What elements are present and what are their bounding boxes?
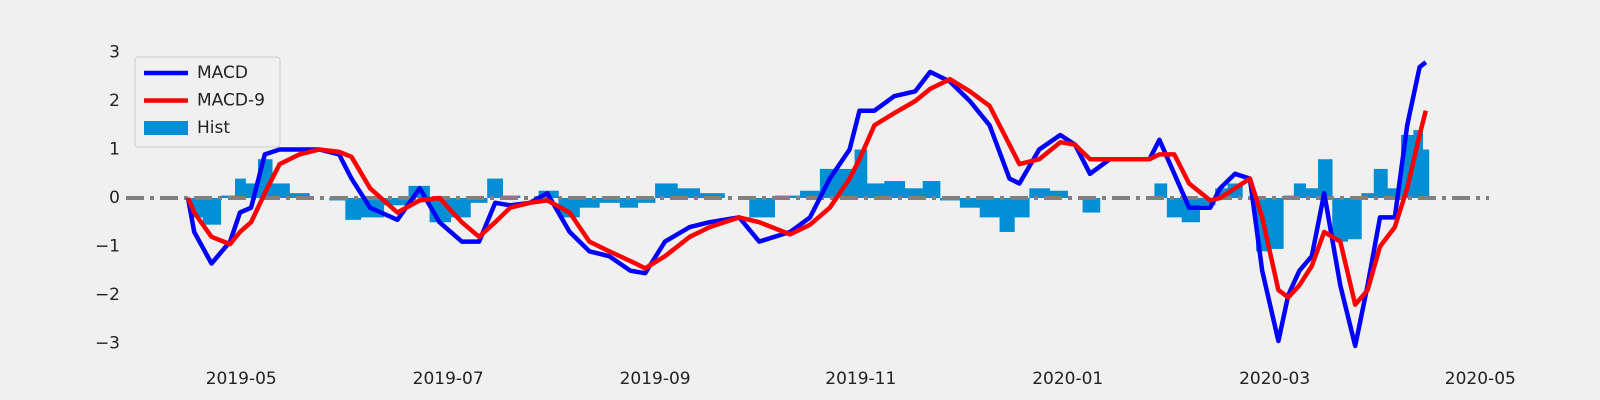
legend: MACD MACD-9 Hist	[134, 56, 281, 148]
y-tick-label: 1	[109, 140, 120, 160]
hist-bar	[487, 178, 503, 198]
legend-swatch	[144, 121, 188, 135]
hist-bar	[289, 193, 310, 198]
legend-label: MACD-9	[197, 91, 265, 111]
x-tick-label: 2019-09	[620, 369, 691, 389]
hist-bar	[1166, 198, 1183, 218]
hist-bar	[1361, 193, 1375, 198]
hist-bar	[345, 198, 362, 220]
hist-bar	[800, 190, 821, 198]
hist-bar	[558, 198, 580, 218]
hist-bar	[619, 198, 639, 208]
hist-bar	[1270, 198, 1284, 249]
y-tick-label: 2	[109, 91, 120, 111]
series-line	[185, 76, 1428, 307]
legend-label: MACD	[197, 63, 248, 83]
y-tick-label: −2	[95, 285, 120, 305]
hist-bar	[637, 198, 656, 203]
hist-bar	[999, 198, 1015, 232]
series-line	[185, 60, 1428, 349]
hist-bar	[979, 198, 1000, 218]
hist-bar	[235, 178, 246, 198]
x-tick-label: 2019-07	[413, 369, 484, 389]
hist-bar	[1413, 130, 1424, 198]
hist-bar	[1029, 188, 1051, 198]
hist-bar	[1154, 183, 1168, 198]
y-tick-label: 0	[109, 188, 120, 208]
x-tick-label: 2020-01	[1032, 369, 1103, 389]
hist-bar	[1387, 188, 1402, 198]
hist-bar	[904, 188, 924, 198]
hist-bar	[655, 183, 678, 198]
hist-bar	[383, 198, 409, 206]
y-tick-label: −1	[95, 236, 120, 256]
hist-bar	[677, 188, 700, 198]
hist-bar	[272, 183, 290, 198]
hist-bar	[1332, 198, 1349, 242]
hist-bar	[470, 198, 488, 203]
hist-bar	[579, 198, 600, 208]
hist-bar	[922, 181, 941, 198]
legend-label: Hist	[197, 118, 230, 138]
hist-bar	[884, 181, 906, 198]
hist-bar	[1373, 168, 1388, 198]
hist-bar	[1305, 188, 1319, 198]
x-tick-label: 2020-05	[1445, 369, 1516, 389]
hist-bar	[1014, 198, 1030, 218]
hist-bar	[1199, 198, 1216, 206]
y-tick-label: 3	[109, 43, 120, 63]
hist-bar	[1293, 183, 1306, 198]
hist-bar	[749, 198, 775, 218]
hist-bar	[1049, 190, 1069, 198]
hist-bar	[866, 183, 885, 198]
x-tick-label: 2019-11	[825, 369, 896, 389]
hist-bar	[1422, 149, 1430, 198]
hist-bar	[1318, 159, 1333, 198]
hist-bar	[1347, 198, 1362, 240]
hist-bar	[599, 198, 621, 203]
hist-bar	[1082, 198, 1101, 213]
hist-bar	[699, 193, 725, 198]
y-tick-label: −3	[95, 333, 120, 353]
x-tick-label: 2020-03	[1239, 369, 1310, 389]
x-tick-label: 2019-05	[206, 369, 277, 389]
hist-bar	[1215, 188, 1228, 198]
hist-bar	[959, 198, 981, 208]
hist-bar	[202, 198, 222, 225]
